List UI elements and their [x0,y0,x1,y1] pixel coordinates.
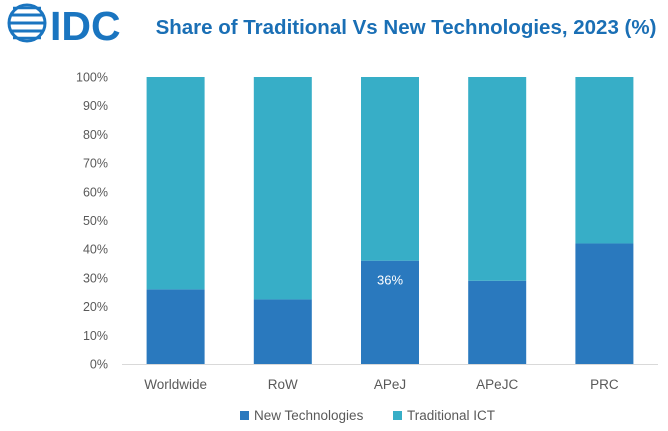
legend-label: Traditional ICT [407,408,495,423]
chart-title: Share of Traditional Vs New Technologies… [155,16,657,39]
y-tick-label: 20% [83,300,108,314]
bar-prc-traditional [575,77,634,244]
bar-worldwide-traditional [146,77,205,290]
x-category-label: Worldwide [144,377,207,392]
legend-swatch-traditional [393,411,402,420]
y-tick-label: 30% [83,271,108,285]
x-category-label: APeJ [374,377,406,392]
bar-row-traditional [253,77,312,300]
x-category-label: PRC [590,377,619,392]
x-category-label: RoW [268,377,298,392]
bar-apejc-traditional [468,77,527,281]
y-tick-label: 0% [90,358,108,372]
data-label: 36% [377,273,403,288]
y-tick-label: 40% [83,243,108,257]
x-category-label: APeJC [476,377,518,392]
bar-row-new [253,299,312,364]
bar-apej-traditional [361,77,419,261]
logo-text: IDC [50,3,121,49]
y-tick-label: 50% [83,214,108,228]
bar-apej-new [361,260,419,364]
y-tick-label: 60% [83,185,108,199]
bar-worldwide-new [146,289,205,364]
globe-icon [7,3,47,43]
y-tick-label: 10% [83,329,108,343]
legend-swatch-new [240,411,249,420]
y-tick-label: 70% [83,157,108,171]
y-tick-label: 80% [83,128,108,142]
idc-logo: IDC [7,3,121,49]
bar-prc-new [575,243,634,364]
y-tick-label: 100% [76,71,108,85]
bar-apejc-new [468,280,527,364]
legend-label: New Technologies [254,408,364,423]
y-tick-label: 90% [83,99,108,113]
